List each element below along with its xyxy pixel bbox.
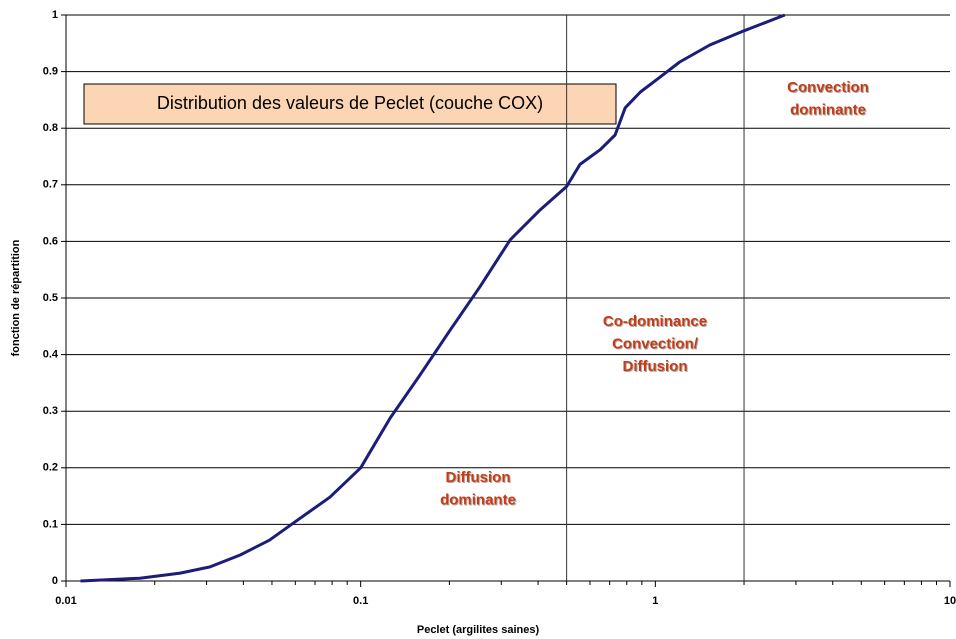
annotation-shadow: dominante [441,492,517,509]
x-tick-label: 0.1 [353,595,368,607]
annotation: Convection [787,79,869,96]
y-tick-label: 0.5 [43,292,58,304]
annotation: Diffusion [623,358,688,375]
y-tick-label: 0.6 [43,235,58,247]
y-tick-label: 0.8 [43,122,58,134]
y-tick-label: 0.7 [43,179,58,191]
annotation-shadow: Diffusion [447,470,512,487]
y-tick-label: 1 [52,9,58,21]
y-tick-label: 0.3 [43,405,58,417]
annotation: Convection/ [612,335,699,352]
x-axis-label: Peclet (argilites saines) [417,624,540,636]
y-tick-label: 0.1 [43,518,58,530]
x-tick-label: 0.01 [55,595,76,607]
annotation-shadow: dominante [791,102,867,119]
annotation: dominante [440,491,516,508]
data-line [80,13,786,583]
annotation-shadow: Convection/ [613,336,700,353]
y-tick-label: 0.9 [43,66,58,78]
y-tick-label: 0 [52,575,58,587]
chart-title: Distribution des valeurs de Peclet (couc… [157,93,543,113]
y-tick-label: 0.4 [43,349,59,361]
x-tick-label: 1 [652,595,658,607]
annotation-shadow: Convection [788,80,870,97]
annotation-shadow: Co-dominance [604,314,708,331]
annotation: Diffusion [446,469,511,486]
title-box [83,83,617,125]
annotation-shadow: Diffusion [624,359,689,376]
annotation: Co-dominance [603,313,707,330]
y-tick-label: 0.2 [43,462,58,474]
annotation: dominante [790,101,866,118]
y-axis-label: fonction de répartition [10,239,22,356]
x-tick-label: 10 [944,595,956,607]
